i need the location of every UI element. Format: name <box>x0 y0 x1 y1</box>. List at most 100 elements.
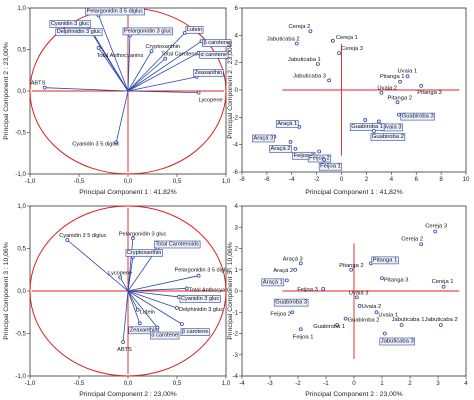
loading-vector <box>115 90 129 143</box>
label-box <box>199 51 229 59</box>
sample-label: Araçá 3 <box>283 256 303 262</box>
x-axis-title: Principal Component 2 : 23,00% <box>305 391 402 398</box>
variable-label: Delphinidin 3 gluc <box>57 29 101 35</box>
label-box <box>55 28 103 37</box>
label-box <box>122 27 174 36</box>
loading-point <box>175 306 179 310</box>
y-tick-label: 4 <box>235 32 239 39</box>
variable-label: Lycopene <box>108 270 132 276</box>
label-box <box>49 20 91 28</box>
sample-point <box>322 157 327 162</box>
variable-label: Cyanidin 3 gluc <box>51 21 89 27</box>
sample-point <box>337 51 341 55</box>
x-tick-label: 2 <box>365 176 369 183</box>
variable-label: Cyanidin 3 5 digluc <box>72 141 119 147</box>
sample-label: Uvaia 3 <box>349 290 369 296</box>
sample-label: Cereja 2 <box>401 236 423 242</box>
variable-label: Cyanidin 3 5 digluc <box>59 233 106 239</box>
y-tick-label: 1,0 <box>17 5 26 12</box>
label-box <box>193 69 224 77</box>
y-axis-title: Principal Component 2 : 23,00% <box>227 41 234 138</box>
sample-point <box>433 229 438 234</box>
sample-label: Cereja 1 <box>432 279 454 285</box>
sample-point <box>288 140 293 144</box>
loading-vector <box>127 290 158 328</box>
sample-label: Guabiroba 1 <box>351 124 383 130</box>
y-tick-label: -6 <box>232 169 238 176</box>
y-tick-label: -1,0 <box>15 373 26 380</box>
sample-label: Cereja 3 <box>425 224 447 230</box>
label-box <box>179 295 221 303</box>
variable-label: ABTS <box>31 81 46 87</box>
sample-point <box>372 129 376 133</box>
y-tick-label: -2 <box>232 114 238 121</box>
loading-vector <box>119 277 129 292</box>
label-box <box>273 298 309 307</box>
x-tick-label: 1,0 <box>222 380 231 387</box>
y-tick-label: 2 <box>235 246 239 253</box>
sample-point <box>317 149 322 154</box>
sample-point <box>327 78 332 83</box>
label-box <box>379 337 415 346</box>
sample-point <box>349 267 354 272</box>
sample-point <box>376 119 381 124</box>
sample-label: Pitanga 1 <box>380 74 405 80</box>
sample-point <box>330 38 335 43</box>
sample-label: Feijoa 2 <box>270 311 291 317</box>
x-tick-label: -8 <box>239 176 245 183</box>
sample-point <box>354 295 359 300</box>
loading-point <box>179 322 184 327</box>
loading-vector <box>127 290 178 309</box>
sample-label: Uvaia 1 <box>378 312 398 318</box>
loading-point <box>96 45 101 50</box>
x-tick-label: -1 <box>323 380 329 387</box>
loading-vector <box>127 290 139 310</box>
x-tick-label: 0,0 <box>124 380 133 387</box>
sample-point <box>293 146 298 151</box>
label-box <box>85 7 145 16</box>
y-axis-title: Principal Component 3 : 10,06% <box>227 242 234 339</box>
loading-point <box>196 90 201 95</box>
label-box <box>349 123 385 131</box>
x-tick-label: -6 <box>264 176 270 183</box>
loading-point <box>118 275 123 280</box>
sample-label: Jabuticaba 2 <box>267 37 300 43</box>
x-axis-title: Principal Component 2 : 23,00% <box>79 391 176 398</box>
sample-label: Guabiroba 2 <box>348 318 380 324</box>
sample-point <box>419 242 424 247</box>
sample-label: Jabuticaba 1 <box>392 317 425 323</box>
label-box <box>202 39 232 48</box>
x-tick-label: -3 <box>267 380 273 387</box>
x-tick-label: -2 <box>314 176 320 183</box>
loading-vector <box>127 32 186 92</box>
variable-label: Total Carotenoids <box>161 52 205 58</box>
variable-label: Pelargonidin 3 gluc <box>119 231 167 237</box>
label-box <box>307 154 332 163</box>
y-tick-label: 0 <box>235 288 239 295</box>
sample-label: Pitanga 3 <box>417 90 442 96</box>
loading-point <box>163 56 168 61</box>
variable-label: Lycopene <box>199 98 223 104</box>
loading-vector <box>127 290 183 325</box>
loading-vector <box>127 256 134 292</box>
sample-label: Cereja 3 <box>341 46 363 52</box>
label-box <box>261 278 285 287</box>
loading-vector <box>127 58 166 92</box>
x-tick-label: 2 <box>408 380 412 387</box>
sample-point <box>308 29 313 34</box>
sample-point <box>399 323 404 327</box>
label-box <box>150 331 180 340</box>
loading-point <box>149 49 154 54</box>
loading-point <box>121 340 125 344</box>
variable-label: β carotene <box>204 40 231 46</box>
variable-label: α carotene <box>151 333 178 339</box>
sample-label: Araçá 2 <box>273 268 293 274</box>
y-tick-label: 0,0 <box>17 88 26 95</box>
label-box <box>125 249 163 257</box>
panel-bottom-left: -1,0 -0,5 0,0 0,5 1,0 1,0 0,5 0,0 -0,5 -1,0 Princi… <box>3 203 231 398</box>
x-tick-label: 3 <box>436 380 440 387</box>
sample-point <box>357 303 362 308</box>
sample-point <box>298 327 303 332</box>
sample-point <box>316 62 320 66</box>
x-tick-label: 10 <box>463 176 470 183</box>
